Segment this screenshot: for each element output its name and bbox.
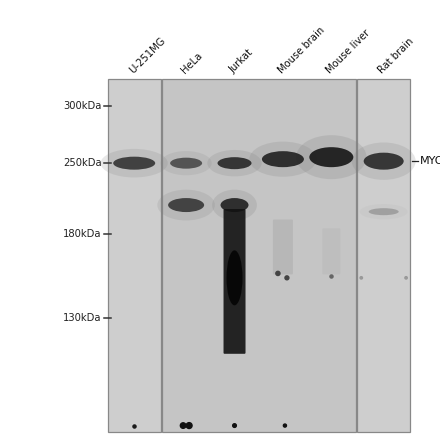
Text: Mouse liver: Mouse liver xyxy=(324,28,372,75)
Ellipse shape xyxy=(217,157,252,169)
FancyBboxPatch shape xyxy=(273,220,293,274)
Text: MYO18A: MYO18A xyxy=(420,156,440,166)
Ellipse shape xyxy=(359,204,408,219)
Ellipse shape xyxy=(296,135,367,179)
Ellipse shape xyxy=(168,198,204,212)
FancyBboxPatch shape xyxy=(323,228,340,274)
Ellipse shape xyxy=(249,142,316,177)
Point xyxy=(358,274,365,281)
Ellipse shape xyxy=(207,150,262,176)
Ellipse shape xyxy=(220,198,249,212)
FancyBboxPatch shape xyxy=(162,79,356,432)
Text: Mouse brain: Mouse brain xyxy=(276,25,326,75)
Ellipse shape xyxy=(309,147,353,167)
Text: Jurkat: Jurkat xyxy=(227,48,255,75)
Point xyxy=(231,422,238,429)
Ellipse shape xyxy=(212,190,257,220)
Point xyxy=(328,272,335,279)
Ellipse shape xyxy=(352,142,416,180)
Text: HeLa: HeLa xyxy=(179,50,204,75)
Ellipse shape xyxy=(158,190,215,220)
FancyBboxPatch shape xyxy=(357,79,410,432)
FancyBboxPatch shape xyxy=(108,79,161,432)
Point xyxy=(403,274,410,281)
Text: 130kDa: 130kDa xyxy=(63,313,102,322)
Ellipse shape xyxy=(161,151,212,175)
Ellipse shape xyxy=(170,158,202,168)
Point xyxy=(131,422,138,429)
Ellipse shape xyxy=(227,250,242,305)
Point xyxy=(186,422,193,429)
Text: 300kDa: 300kDa xyxy=(63,101,102,111)
Ellipse shape xyxy=(364,153,403,170)
Point xyxy=(283,274,290,281)
Ellipse shape xyxy=(262,151,304,167)
Point xyxy=(282,422,289,429)
Ellipse shape xyxy=(369,208,399,215)
Text: 180kDa: 180kDa xyxy=(63,229,102,239)
Text: Rat brain: Rat brain xyxy=(377,36,416,75)
Ellipse shape xyxy=(101,149,168,177)
Point xyxy=(180,422,187,429)
FancyBboxPatch shape xyxy=(224,209,246,354)
Text: U-251MG: U-251MG xyxy=(127,35,167,75)
Ellipse shape xyxy=(113,157,155,170)
Text: 250kDa: 250kDa xyxy=(63,158,102,168)
Point xyxy=(275,270,282,277)
